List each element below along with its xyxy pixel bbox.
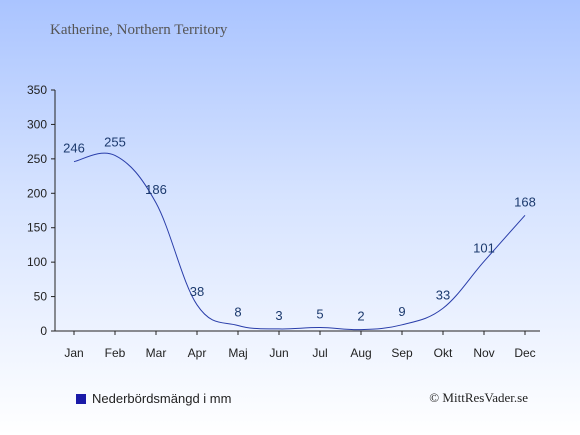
data-label: 246 bbox=[63, 141, 85, 156]
legend: Nederbördsmängd i mm bbox=[76, 391, 231, 406]
y-tick-label: 0 bbox=[40, 324, 47, 338]
x-tick-label: Maj bbox=[228, 346, 247, 360]
data-label: 255 bbox=[104, 134, 126, 149]
data-label: 186 bbox=[145, 182, 167, 197]
data-label: 5 bbox=[316, 307, 323, 322]
x-tick-label: Nov bbox=[473, 346, 494, 360]
y-tick-label: 150 bbox=[27, 221, 47, 235]
x-tick-label: Sep bbox=[391, 346, 413, 360]
x-tick-label: Jul bbox=[312, 346, 327, 360]
x-tick-label: Jan bbox=[64, 346, 83, 360]
data-label: 101 bbox=[473, 240, 495, 255]
y-tick-label: 200 bbox=[27, 186, 47, 200]
x-axis-ticks: Jan Feb Mar Apr Maj Jun Jul Aug Sep Okt Nov Dec bbox=[64, 331, 536, 360]
x-tick-label: Apr bbox=[188, 346, 207, 360]
x-tick-label: Mar bbox=[146, 346, 167, 360]
data-label: 9 bbox=[398, 304, 405, 319]
y-tick-label: 350 bbox=[27, 83, 47, 97]
data-label: 8 bbox=[234, 304, 241, 319]
series-line bbox=[73, 152, 526, 331]
copyright: © MittResVader.se bbox=[429, 390, 528, 405]
y-tick-label: 250 bbox=[27, 152, 47, 166]
y-axis-ticks: 0 50 100 150 200 250 300 350 bbox=[27, 83, 55, 338]
data-label: 3 bbox=[275, 308, 282, 323]
data-label: 168 bbox=[514, 194, 536, 209]
y-tick-label: 100 bbox=[27, 255, 47, 269]
x-tick-label: Okt bbox=[434, 346, 453, 360]
legend-swatch bbox=[76, 393, 86, 404]
data-label: 2 bbox=[357, 309, 364, 324]
legend-label: Nederbördsmängd i mm bbox=[92, 391, 232, 406]
y-tick-label: 300 bbox=[27, 117, 47, 131]
data-label: 38 bbox=[190, 284, 204, 299]
data-label: 33 bbox=[436, 287, 450, 302]
x-tick-label: Jun bbox=[269, 346, 288, 360]
chart-subtitle: Katherine, Northern Territory bbox=[50, 22, 228, 38]
data-labels: 246 255 186 38 8 3 5 2 9 33 101 168 bbox=[63, 134, 536, 323]
y-tick-label: 50 bbox=[34, 290, 48, 304]
x-tick-label: Feb bbox=[105, 346, 126, 360]
x-tick-label: Aug bbox=[350, 346, 371, 360]
x-tick-label: Dec bbox=[514, 346, 535, 360]
